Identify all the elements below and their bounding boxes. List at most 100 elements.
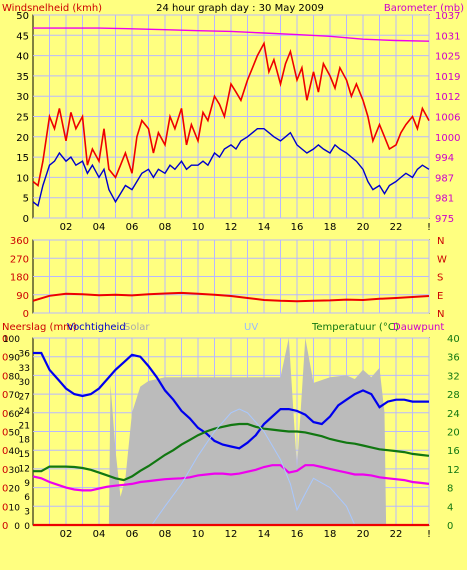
rain-tick-3: 0 [2,465,8,476]
compass-tick-w-1: W [437,254,447,265]
temperature-left-tick-27: 27 [19,393,30,403]
wind-tick-0: 0 [23,214,29,225]
temperature-left-tick-9: 9 [24,479,30,489]
solar-axis-label: Solar [124,322,150,333]
temperature-left-tick-30: 30 [19,378,31,388]
direction-tick-270: 270 [10,254,29,265]
panel1-x-tick-08: 08 [159,222,172,233]
panel3-x-tick-08: 08 [159,529,172,540]
panel1-x-tick-18: 18 [324,222,337,233]
panel1-x-tick-16: 16 [291,222,304,233]
panel1-x-tick-06: 06 [126,222,139,233]
humidity-tick-90: 90 [9,354,21,364]
panel3-x-tick-16: 16 [291,529,304,540]
barometer-tick-1019: 1019 [435,72,460,83]
barometer-tick-1037: 1037 [435,11,460,22]
temperature-right-tick-40: 40 [447,334,460,345]
panel3-x-tick-12: 12 [225,529,238,540]
rain-tick-8: 0 [2,371,8,382]
temperature-right-tick-20: 20 [447,428,460,439]
barometer-tick-1012: 1012 [435,92,460,103]
wind-tick-35: 35 [16,72,29,83]
humidity-temperature-chart: Neerslag (mm) Vochtigheid Solar UV Tempe… [2,322,460,540]
humidity-tick-100: 100 [3,335,20,345]
panel3-x-tick-: ! [427,529,431,540]
panel1-x-tick-14: 14 [258,222,271,233]
panel3-x-tick-10: 10 [192,529,205,540]
chart-title: 24 hour graph day : 30 May 2009 [156,3,324,14]
temperature-left-tick-18: 18 [19,436,31,446]
series-windvlaag [32,40,430,187]
panel1-x-tick-20: 20 [357,222,370,233]
wind-tick-20: 20 [16,133,29,144]
humidity-tick-70: 70 [9,391,21,401]
barometer-tick-987: 987 [435,173,454,184]
wind-tick-15: 15 [16,153,29,164]
barometer-tick-1006: 1006 [435,113,460,124]
wind-y-ticks: 0 5 10 15 20 25 30 35 40 45 50 [16,11,29,225]
panel1-x-tick-04: 04 [93,222,106,233]
temperature-right-tick-36: 36 [447,353,460,364]
temperature-right-tick-0: 0 [447,521,453,532]
rain-tick-10: 0 [2,334,8,345]
wind-tick-5: 5 [23,194,29,205]
wind-tick-40: 40 [16,52,29,63]
rain-tick-9: 0 [2,353,8,364]
panel2-series [32,291,430,303]
wind-tick-45: 45 [16,31,29,42]
barometer-y-ticks: 975 981 987 994 1000 1006 1012 1019 1025 1031 1037 [435,11,460,225]
wind-tick-50: 50 [16,11,29,22]
humidity-tick-10: 10 [9,503,21,513]
barometer-tick-1025: 1025 [435,52,460,63]
compass-tick-s-2: S [437,273,443,284]
barometer-tick-1000: 1000 [435,133,460,144]
solar-area [33,338,429,525]
compass-tick-e-3: E [437,291,443,302]
temperature-right-tick-32: 32 [447,371,460,382]
temperature-right-y-ticks: 0 4 8 12 16 20 24 28 32 36 40 [447,334,460,532]
panel1-x-ticks: 02 04 06 08 10 12 14 16 18 20 22! [60,222,431,233]
panel1-series [32,27,430,208]
wind-tick-10: 10 [16,173,29,184]
series-temperatuur [33,422,430,482]
panel1-grid [33,14,430,219]
direction-tick-90: 90 [16,291,29,302]
barometer-tick-981: 981 [435,194,454,205]
uv-axis-label: UV [244,322,258,333]
direction-tick-180: 180 [10,273,29,284]
series-dauwpunt [32,464,430,492]
barometer-tick-975: 975 [435,214,454,225]
temperature-left-tick-6: 6 [24,493,30,503]
humidity-tick-40: 40 [9,447,21,457]
temperature-right-tick-24: 24 [447,409,460,420]
wind-tick-25: 25 [16,113,29,124]
rain-tick-2: 0 [2,484,8,495]
direction-tick-0: 0 [23,309,29,320]
rain-tick-4: 0 [2,446,8,457]
panel3-x-tick-22: 22 [390,529,403,540]
panel3-series [32,351,430,527]
temperature-left-tick-24: 24 [19,407,31,417]
panel3-x-tick-20: 20 [357,529,370,540]
humidity-tick-60: 60 [9,410,21,420]
barometer-tick-1031: 1031 [435,31,460,42]
temperature-left-tick-33: 33 [19,364,30,374]
direction-degree-ticks: 360 270 180 90 0 [10,236,29,320]
humidity-tick-50: 50 [9,429,21,439]
temperature-left-tick-3: 3 [24,508,30,518]
temperature-right-tick-12: 12 [447,465,460,476]
panel1-x-tick-22: 22 [390,222,403,233]
rain-y-ticks: 0 0 0 0 0 0 0 0 0 0 0 [2,334,8,532]
temperature-right-tick-8: 8 [447,484,453,495]
panel3-x-ticks: 02 04 06 08 10 12 14 16 18 20 22! [60,529,431,540]
compass-tick-n-4: N [437,309,444,320]
temperature-left-tick-0: 0 [24,522,30,532]
series-windsnelheid [32,127,430,208]
panel3-x-tick-14: 14 [258,529,271,540]
temperature-left-tick-15: 15 [19,450,30,460]
wind-axis-label: Windsnelheid (kmh) [2,3,102,14]
